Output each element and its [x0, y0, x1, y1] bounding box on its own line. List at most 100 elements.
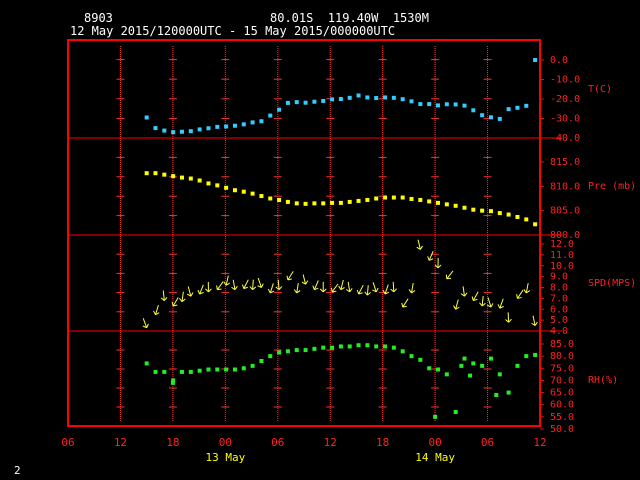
pressure-point	[515, 214, 520, 219]
wind-arrow-head	[322, 288, 327, 293]
humidity-point	[409, 354, 414, 359]
humidity-point	[524, 354, 529, 359]
wind-arrow-head	[408, 289, 412, 294]
temperature-point	[347, 95, 352, 100]
wind-arrow-head	[473, 298, 478, 302]
wind-arrow-shaft	[142, 318, 148, 328]
station-location: 80.01S 119.40W 1530M	[270, 11, 429, 25]
temperature-point	[179, 129, 184, 134]
pressure-point	[250, 191, 255, 196]
humidity-point	[488, 356, 493, 361]
pressure-point	[232, 188, 237, 193]
wind-arrow	[312, 280, 319, 291]
wind-arrow-shaft	[402, 298, 409, 308]
wind-arrow	[505, 312, 512, 323]
wind-arrow	[153, 304, 160, 316]
wind-arrow-head	[382, 289, 386, 295]
time-tick-label: 18	[166, 436, 179, 449]
humidity-point	[418, 357, 423, 362]
y-tick-label: 815.0	[550, 157, 580, 168]
wind-arrow-head	[445, 274, 448, 279]
wind-arrow-head	[181, 298, 186, 303]
temperature-point	[171, 130, 176, 135]
wind-arrow-head	[287, 278, 293, 281]
wind-arrow	[382, 284, 390, 295]
wind-arrow-head	[393, 288, 398, 293]
wind-arrow-shaft	[499, 298, 504, 309]
wind-arrow	[479, 295, 486, 307]
wind-arrow-head	[428, 258, 434, 261]
wind-arrow-shaft	[446, 270, 454, 280]
y-tick-label: 7.0	[550, 293, 568, 304]
wind-arrow-shaft	[187, 286, 192, 297]
plot-frame	[67, 39, 541, 427]
pressure-point	[427, 199, 432, 204]
time-tick-label: 00	[428, 436, 441, 449]
pressure-point	[277, 197, 282, 202]
wind-arrow	[427, 250, 434, 261]
temperature-point	[215, 124, 220, 129]
wind-arrow-head	[372, 289, 377, 293]
temperature-point	[285, 100, 290, 105]
wind-arrow-shaft	[517, 289, 524, 299]
humidity-point	[365, 343, 370, 348]
temperature-point	[356, 93, 361, 98]
pressure-point	[224, 185, 229, 190]
wind-arrow-head	[190, 292, 194, 297]
y-tick-label: 805.0	[550, 206, 580, 217]
pressure-point	[409, 196, 414, 201]
pressure-point	[171, 174, 176, 179]
humidity-point	[444, 372, 449, 377]
y-tick-label: 4.0	[550, 326, 568, 337]
wind-arrow-shaft	[232, 279, 236, 290]
pressure-point	[471, 207, 476, 212]
wind-arrow	[408, 283, 416, 294]
wind-arrow-head	[490, 303, 494, 308]
pressure-point	[330, 200, 335, 205]
temperature-point	[312, 99, 317, 104]
pressure-point	[338, 200, 343, 205]
humidity-point	[338, 344, 343, 349]
temperature-point	[480, 113, 485, 118]
pressure-point	[321, 201, 326, 206]
temperature-point	[383, 95, 388, 100]
temperature-point	[259, 119, 264, 124]
temperature-point	[206, 126, 211, 131]
wind-arrow-head	[270, 290, 275, 294]
wind-arrow	[249, 279, 257, 291]
observation-period: 12 May 2015/120000UTC - 15 May 2015/0000…	[70, 24, 396, 38]
temperature-point	[197, 127, 202, 132]
y-tick-label: 8.0	[550, 283, 568, 294]
pressure-point	[365, 197, 370, 202]
temperature-point	[144, 115, 149, 120]
wind-arrow-head	[225, 282, 230, 286]
wind-arrow-shaft	[525, 283, 529, 294]
humidity-point	[170, 380, 175, 385]
y-tick-label: 55.0	[550, 412, 574, 423]
pressure-series	[144, 171, 538, 227]
y-tick-label: 6.0	[550, 304, 568, 315]
wind-arrow-shaft	[358, 284, 364, 295]
temperature-point	[338, 97, 343, 101]
wind-arrow-head	[257, 285, 262, 288]
day-label: 14 May	[415, 451, 455, 464]
wind-arrow-head	[358, 292, 363, 295]
y-tick-label: 800.0	[550, 230, 580, 241]
humidity-point	[356, 343, 361, 348]
wind-arrow	[257, 277, 264, 288]
time-tick-label: 06	[271, 436, 284, 449]
wind-arrow-head	[234, 285, 238, 290]
wind-arrow-head	[267, 288, 271, 294]
wind-arrow	[523, 283, 531, 294]
page-number: 2	[14, 464, 21, 477]
wind-arrow-shaft	[384, 284, 389, 295]
wind-arrow-shaft	[417, 239, 421, 250]
temperature-point	[391, 95, 396, 100]
temperature-point	[365, 95, 370, 100]
pressure-point	[188, 176, 193, 181]
wind-arrow	[293, 282, 301, 294]
wind-arrow-head	[525, 290, 531, 294]
time-tick-label: 12	[533, 436, 546, 449]
y-tick-label: 12.0	[550, 239, 574, 250]
